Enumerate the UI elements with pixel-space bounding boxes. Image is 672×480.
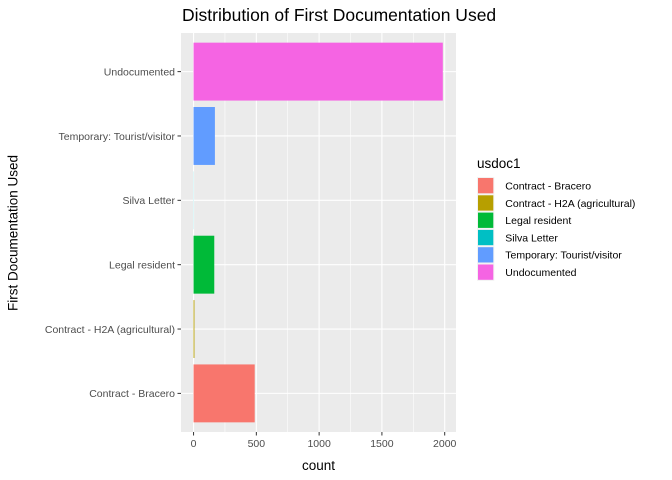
- chart-title: Distribution of First Documentation Used: [182, 5, 496, 25]
- y-tick-label: Undocumented: [104, 66, 175, 78]
- legend-key: [478, 229, 494, 246]
- y-tick-label: Contract - Bracero: [89, 388, 175, 400]
- bar: [193, 107, 215, 165]
- legend-label: Legal resident: [505, 215, 571, 227]
- x-tick-label: 500: [248, 438, 266, 450]
- bar: [193, 235, 215, 294]
- bar: [193, 42, 443, 101]
- legend-key: [478, 247, 494, 263]
- bar: [193, 300, 195, 358]
- y-tick-label: Temporary: Tourist/visitor: [58, 131, 175, 143]
- bars: [193, 42, 443, 423]
- x-tick-label: 1500: [370, 438, 394, 450]
- legend-key: [478, 195, 494, 211]
- legend-key: [478, 178, 494, 194]
- legend: usdoc1 Contract - Bracero Contract - H2A …: [477, 156, 635, 281]
- legend-label: Contract - Bracero: [505, 180, 591, 192]
- legend-label: Undocumented: [505, 267, 576, 279]
- legend-label: Silva Letter: [505, 232, 558, 244]
- x-tick-label: 1000: [307, 438, 331, 450]
- legend-label: Temporary: Tourist/visitor: [505, 250, 622, 262]
- x-tick-label: 2000: [433, 438, 457, 450]
- y-tick-label: Contract - H2A (agricultural): [45, 324, 175, 336]
- y-axis-title: First Documentation Used: [6, 155, 21, 311]
- y-tick-label: Silva Letter: [122, 195, 175, 207]
- y-axis: Contract - Bracero Contract - H2A (agricu…: [45, 66, 181, 400]
- bar: [193, 364, 255, 423]
- x-axis: 0 500 1000 1500 2000: [191, 432, 457, 450]
- x-axis-title: count: [302, 458, 335, 473]
- legend-title: usdoc1: [477, 156, 521, 171]
- legend-label: Contract - H2A (agricultural): [505, 198, 635, 210]
- legend-key: [478, 264, 494, 280]
- legend-key: [478, 212, 494, 228]
- x-tick-label: 0: [191, 438, 197, 450]
- y-tick-label: Legal resident: [109, 259, 175, 271]
